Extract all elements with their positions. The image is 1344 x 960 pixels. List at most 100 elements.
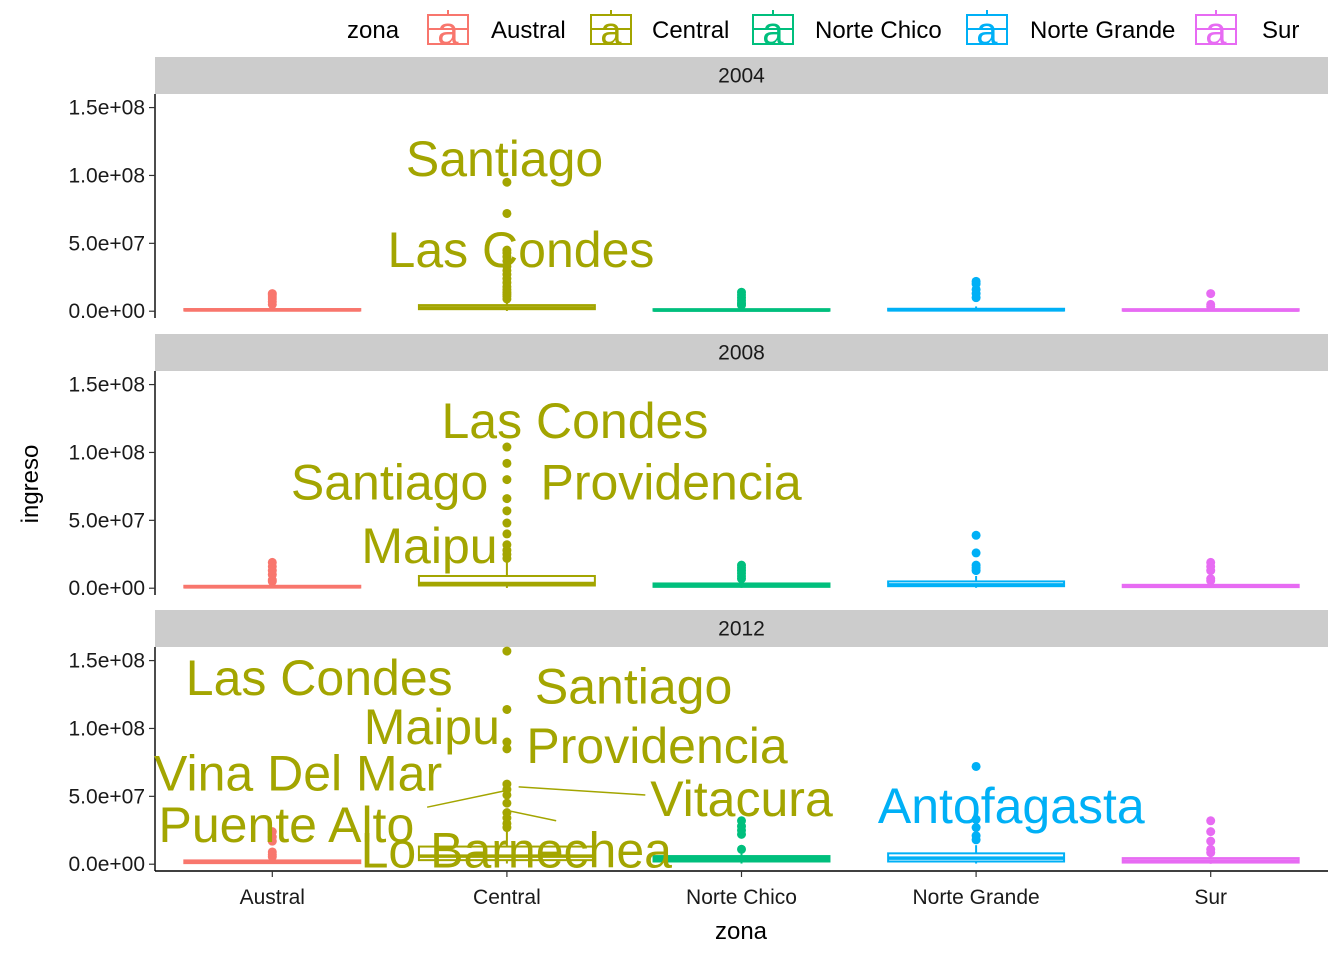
legend-key-central: a — [590, 10, 632, 53]
y-tick-label: 0.0e+00 — [69, 577, 146, 600]
y-tick-label: 1.5e+08 — [69, 374, 146, 397]
data-label: Puente Alto — [158, 797, 414, 853]
data-label: Las Condes — [388, 222, 655, 278]
facet-strip — [155, 334, 1328, 371]
y-tick-label: 1.5e+08 — [69, 650, 146, 673]
outlier-point — [502, 177, 512, 187]
y-tick-label: 1.0e+08 — [69, 441, 146, 464]
x-axis-title: zona — [715, 918, 768, 945]
outlier-point — [1206, 844, 1216, 854]
box-central — [417, 442, 596, 588]
outlier-point — [1206, 816, 1216, 826]
outlier-point — [737, 560, 746, 570]
outlier-point — [1206, 827, 1216, 837]
legend-label: Norte Grande — [1030, 17, 1175, 44]
outlier-point — [737, 816, 746, 826]
outlier-point — [1206, 299, 1216, 309]
outlier-point — [502, 798, 512, 808]
outlier-point — [971, 530, 981, 540]
legend-label: Austral — [491, 17, 566, 44]
outlier-point — [971, 276, 981, 286]
outlier-point — [502, 245, 512, 255]
y-tick-label: 1.5e+08 — [69, 97, 146, 120]
data-label: Antofagasta — [878, 778, 1145, 834]
y-tick-label: 0.0e+00 — [69, 300, 146, 323]
outlier-point — [502, 529, 512, 539]
outlier-point — [502, 737, 512, 747]
legend-label: Norte Chico — [815, 17, 942, 44]
x-tick-label: Central — [473, 886, 541, 909]
outlier-point — [267, 289, 277, 299]
legend-label: Sur — [1262, 17, 1299, 44]
legend: zona a Austral a Central a Norte Chico a Norte G… — [347, 10, 1299, 53]
outlier-point — [502, 779, 512, 789]
y-axis-title: ingreso — [17, 445, 44, 524]
data-label: Providencia — [540, 454, 801, 510]
legend-key-glyph: a — [976, 11, 998, 53]
facet-panels: 2004 0.0e+00 5.0e+07 1.0e+08 1.5e+08 Santiago… — [69, 57, 1328, 879]
data-label: Providencia — [526, 718, 787, 774]
facet-strip — [155, 57, 1328, 94]
data-label: Santiago — [535, 658, 732, 714]
outlier-point — [1206, 574, 1216, 584]
legend-key-austral: a — [427, 10, 469, 53]
y-tick-label: 5.0e+07 — [69, 232, 146, 255]
y-tick-label: 5.0e+07 — [69, 509, 146, 532]
data-label: Vina Del Mar — [154, 745, 442, 801]
box-sur — [1121, 289, 1300, 312]
box-norte-chico — [652, 816, 831, 864]
legend-key-glyph: a — [600, 11, 622, 53]
outlier-point — [971, 548, 981, 558]
box-sur — [1121, 557, 1300, 589]
outlier-point — [971, 560, 981, 570]
box-austral — [183, 557, 362, 589]
data-label: Lo Barnechea — [361, 823, 673, 879]
label-segment — [504, 809, 557, 822]
box-sur — [1121, 816, 1300, 864]
box-norte-grande — [887, 276, 1066, 312]
y-tick-label: 0.0e+00 — [69, 853, 146, 876]
facet-strip — [155, 610, 1328, 647]
outlier-point — [267, 847, 277, 857]
box-norte-grande — [887, 530, 1066, 588]
box-norte-chico — [652, 287, 831, 312]
x-axis: Austral Central Norte Chico Norte Grande Sur — [240, 871, 1227, 909]
legend-key-norte-grande: a — [966, 10, 1008, 53]
x-tick-label: Sur — [1194, 886, 1227, 909]
y-tick-label: 1.0e+08 — [69, 717, 146, 740]
outlier-point — [267, 827, 277, 837]
outlier-point — [502, 704, 512, 714]
outlier-point — [1206, 289, 1216, 299]
facet-strip-label: 2008 — [718, 342, 765, 365]
data-label: Vitacura — [650, 771, 833, 827]
outlier-point — [971, 761, 981, 771]
outlier-point — [1206, 836, 1216, 846]
data-label: Santiago — [291, 454, 488, 510]
outlier-point — [971, 823, 981, 833]
outlier-point — [502, 540, 512, 550]
y-tick-label: 1.0e+08 — [69, 164, 146, 187]
label-segment — [426, 790, 505, 808]
outlier-point — [502, 494, 512, 504]
box-central — [417, 177, 596, 311]
box-norte-grande — [887, 761, 1066, 864]
box-norte-chico — [652, 560, 831, 588]
legend-label: Central — [652, 17, 729, 44]
y-tick-label: 5.0e+07 — [69, 785, 146, 808]
data-label: Maipu — [361, 518, 497, 574]
outlier-point — [971, 814, 981, 824]
facet-strip-label: 2012 — [718, 618, 765, 641]
outlier-point — [502, 475, 512, 485]
legend-key-glyph: a — [437, 11, 459, 53]
legend-key-glyph: a — [1205, 11, 1227, 53]
outlier-point — [502, 646, 512, 656]
label-segment — [518, 786, 646, 796]
outlier-point — [502, 506, 512, 516]
facet-panel-2004: 2004 0.0e+00 5.0e+07 1.0e+08 1.5e+08 Santiago… — [69, 57, 1328, 323]
outlier-point — [1206, 557, 1216, 567]
outlier-point — [267, 557, 277, 567]
outlier-point — [502, 208, 512, 218]
outlier-point — [502, 808, 512, 818]
